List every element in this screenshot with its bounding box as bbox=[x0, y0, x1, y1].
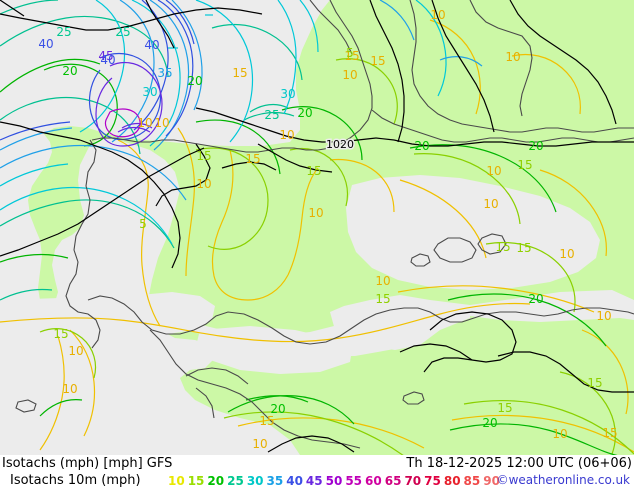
footer-row-title: Isotachs (mph) [mph] GFS Th 18-12-2025 1… bbox=[0, 456, 634, 473]
legend-stop-65[interactable]: 65 bbox=[384, 474, 402, 488]
legend-stop-75[interactable]: 75 bbox=[424, 474, 441, 488]
isotach-label-30-8: 30 bbox=[142, 85, 157, 99]
isobar-labels: 1020 bbox=[325, 137, 356, 153]
isotach-label-10-22: 10 bbox=[505, 50, 520, 64]
isotach-label-15-16: 15 bbox=[344, 49, 359, 63]
isotach-label-10-26: 10 bbox=[483, 197, 498, 211]
isotach-label-20-28: 20 bbox=[528, 292, 543, 306]
isotach-label-10-38: 10 bbox=[68, 344, 83, 358]
isotach-label-15-17: 15 bbox=[370, 54, 385, 68]
isotach-label-10-24: 10 bbox=[559, 247, 574, 261]
isotach-label-15-30: 15 bbox=[306, 164, 321, 178]
footer-row-legend: Isotachs 10m (mph) 10 15 20 25 30 35 40 45 50 55 6… bbox=[0, 473, 634, 490]
isotach-label-10-19: 10 bbox=[279, 128, 294, 142]
legend-stop-70[interactable]: 70 bbox=[404, 474, 422, 488]
isotach-label-25-5: 25 bbox=[115, 25, 130, 39]
contour-20 bbox=[0, 58, 619, 455]
legend-stop-80[interactable]: 80 bbox=[443, 474, 461, 488]
legend-stop-90[interactable]: 90 bbox=[483, 474, 500, 488]
isotach-label-30-13: 30 bbox=[280, 87, 295, 101]
isotach-label-20-15: 20 bbox=[297, 106, 312, 120]
contour-50 bbox=[104, 108, 141, 138]
isotach-label-40-4: 40 bbox=[100, 53, 115, 67]
legend-stop-30[interactable]: 30 bbox=[246, 474, 264, 488]
isotach-label-15-20: 15 bbox=[245, 152, 260, 166]
contour-30 bbox=[0, 0, 447, 245]
legend-stop-35[interactable]: 35 bbox=[266, 474, 284, 488]
legend-stop-40[interactable]: 40 bbox=[286, 474, 303, 488]
footer-timestamp: Th 18-12-2025 12:00 UTC (06+06) bbox=[406, 456, 632, 471]
contour-45 bbox=[95, 61, 163, 147]
isotach-label-15-27: 15 bbox=[516, 241, 531, 255]
isotach-label-20-2: 20 bbox=[62, 64, 77, 78]
legend-stop-15[interactable]: 15 bbox=[187, 474, 205, 488]
isotach-label-10-31: 10 bbox=[308, 206, 323, 220]
isotach-label-10-33: 10 bbox=[375, 274, 390, 288]
legend-stop-55[interactable]: 55 bbox=[345, 474, 363, 488]
isotach-label-20-9: 20 bbox=[187, 74, 202, 88]
isotach-label-20-45: 20 bbox=[482, 416, 497, 430]
isotach-label-10-47: 10 bbox=[552, 427, 567, 441]
isotach-label-10-35: 10 bbox=[486, 164, 501, 178]
contour-ticks bbox=[168, 14, 213, 49]
coastline bbox=[15, 0, 634, 449]
legend-stop-85[interactable]: 85 bbox=[463, 474, 481, 488]
isotach-label-10-10: 10 bbox=[137, 116, 152, 130]
isotach-label-15-29: 15 bbox=[196, 149, 211, 163]
isotach-label-10-32: 10 bbox=[196, 177, 211, 191]
political-borders bbox=[0, 0, 634, 453]
geo-boundaries bbox=[0, 0, 634, 453]
isotach-label-45-3: 45 bbox=[98, 49, 113, 63]
legend-stop-20[interactable]: 20 bbox=[207, 474, 225, 488]
isotach-label-10-42: 10 bbox=[252, 437, 267, 451]
legend-stop-45[interactable]: 45 bbox=[305, 474, 323, 488]
legend-color-scale[interactable]: 10 15 20 25 30 35 40 45 50 55 60 65 70 75 80 85 90 bbox=[168, 474, 503, 488]
isotach-label-10-43: 10 bbox=[596, 309, 611, 323]
map-canvas[interactable]: 1020 25 40 20 45 40 25 40 35 30 20 10 10 15 30 25 20 15 1… bbox=[0, 0, 634, 455]
isotach-label-15-23: 15 bbox=[495, 240, 510, 254]
contour-10 bbox=[0, 19, 634, 453]
legend-stop-50[interactable]: 50 bbox=[325, 474, 343, 488]
isotach-label-15-41: 15 bbox=[259, 414, 274, 428]
legend-stop-60[interactable]: 60 bbox=[365, 474, 382, 488]
isotach-label-15-34: 15 bbox=[375, 292, 390, 306]
map-footer: Isotachs (mph) [mph] GFS Th 18-12-2025 1… bbox=[0, 455, 634, 490]
isotach-label-10-21: 10 bbox=[430, 8, 445, 22]
isotach-label-10-18: 10 bbox=[342, 68, 357, 82]
footer-title: Isotachs (mph) [mph] GFS bbox=[2, 456, 173, 471]
isotach-label-15-46: 15 bbox=[497, 401, 512, 415]
isotach-label-5-50: 5 bbox=[346, 46, 354, 60]
isotach-label-20-25: 20 bbox=[528, 139, 543, 153]
isotach-label-10-11: 10 bbox=[154, 116, 169, 130]
isotach-label-20-40: 20 bbox=[270, 402, 285, 416]
isotach-label-20-49: 20 bbox=[414, 139, 429, 153]
footer-credit: ©weatheronline.co.uk bbox=[496, 473, 630, 487]
isotach-label-15-48: 15 bbox=[602, 426, 617, 440]
isotach-label-10-39: 10 bbox=[62, 382, 77, 396]
isotach-label-25-0: 25 bbox=[56, 25, 71, 39]
isotach-label-15-12: 15 bbox=[232, 66, 247, 80]
isotach-label-15-44: 15 bbox=[587, 376, 602, 390]
legend-stop-10[interactable]: 10 bbox=[168, 474, 185, 488]
isotach-label-5-51: 5 bbox=[139, 217, 147, 231]
footer-legend-label: Isotachs 10m (mph) bbox=[10, 473, 141, 488]
isotach-contours bbox=[0, 0, 634, 455]
isotach-label-15-37: 15 bbox=[53, 327, 68, 341]
isobar-label-1020: 1020 bbox=[326, 138, 354, 151]
legend-stop-25[interactable]: 25 bbox=[227, 474, 244, 488]
isotach-label-40-1: 40 bbox=[38, 37, 53, 51]
isotach-label-40-6: 40 bbox=[144, 38, 159, 52]
isotach-label-35-7: 35 bbox=[157, 66, 172, 80]
isotach-label-15-36: 15 bbox=[517, 158, 532, 172]
isotach-label-25-14: 25 bbox=[264, 108, 279, 122]
